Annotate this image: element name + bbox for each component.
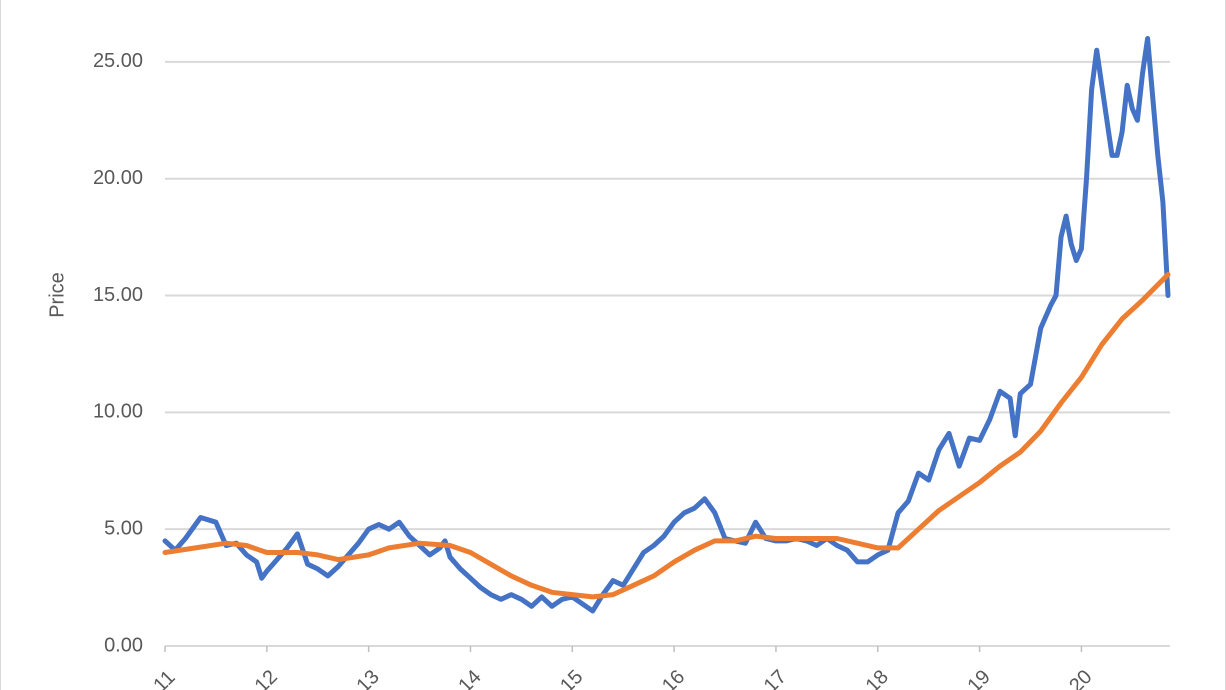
- y-axis-title: Price: [46, 272, 68, 318]
- x-tick-label: 16: [658, 666, 689, 690]
- x-tick-label: 19: [963, 666, 994, 690]
- y-tick-label: 0.00: [104, 634, 143, 656]
- series-line: [162, 36, 1171, 614]
- x-tick-label: 11: [149, 666, 179, 690]
- series-line: [162, 272, 1171, 600]
- x-tick-label: 12: [251, 666, 282, 690]
- y-tick-label: 5.00: [104, 517, 143, 539]
- x-tick-label: 20: [1065, 666, 1096, 690]
- x-tick-label: 15: [556, 666, 587, 690]
- x-tick-label: 14: [454, 666, 485, 690]
- y-tick-label: 10.00: [93, 401, 143, 423]
- x-tick-label: 18: [862, 666, 893, 690]
- y-tick-label: 25.00: [93, 50, 143, 72]
- y-tick-label: 15.00: [93, 284, 143, 306]
- x-tick-label: 17: [760, 666, 791, 690]
- x-tick-label: 13: [352, 666, 383, 690]
- y-tick-label: 20.00: [93, 167, 143, 189]
